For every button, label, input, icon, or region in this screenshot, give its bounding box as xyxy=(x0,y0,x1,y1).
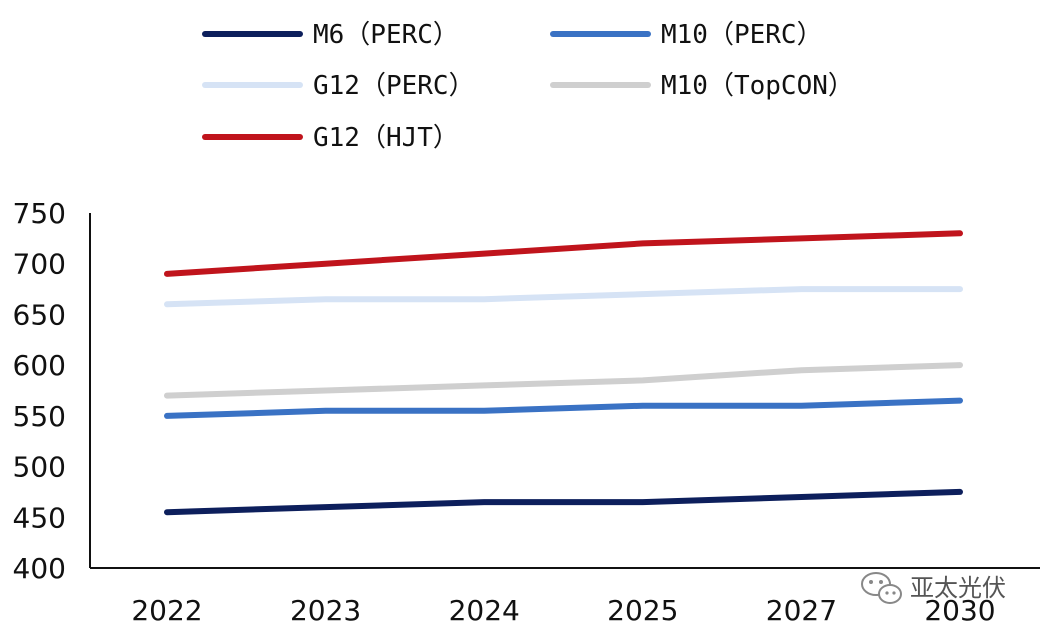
legend-label: M10（PERC） xyxy=(661,20,823,50)
x-tick-label: 2027 xyxy=(766,594,837,627)
data-point xyxy=(166,273,168,275)
data-point xyxy=(642,242,644,244)
data-point xyxy=(959,400,961,402)
y-tick-label: 700 xyxy=(13,248,66,281)
y-tick-label: 500 xyxy=(13,451,66,484)
legend-label: G12（HJT） xyxy=(313,123,459,153)
series-line-4 xyxy=(164,362,963,399)
data-point xyxy=(642,379,644,381)
data-point xyxy=(483,384,485,386)
data-point xyxy=(800,288,802,290)
y-tick-label: 600 xyxy=(13,349,66,382)
data-point xyxy=(325,506,327,508)
data-point xyxy=(800,369,802,371)
watermark: 亚太光伏 xyxy=(861,572,1006,604)
legend-entry: M10（PERC） xyxy=(550,20,823,50)
x-tick-label: 2023 xyxy=(290,594,361,627)
data-point xyxy=(325,263,327,265)
watermark-text: 亚太光伏 xyxy=(910,574,1006,602)
data-point xyxy=(483,298,485,300)
x-tick-label: 2030 xyxy=(924,594,995,627)
y-tick-label: 550 xyxy=(13,400,66,433)
legend: M6（PERC） M10（PERC） G12（PERC） M10（TopCON） G12… xyxy=(202,20,854,153)
data-point xyxy=(642,405,644,407)
data-point xyxy=(959,364,961,366)
x-tick-label: 2022 xyxy=(131,594,202,627)
x-tick-label: 2025 xyxy=(607,594,678,627)
x-tick-label: 2024 xyxy=(449,594,520,627)
data-point xyxy=(959,232,961,234)
legend-entry: M10（TopCON） xyxy=(550,71,854,101)
data-point xyxy=(483,410,485,412)
series-line-1 xyxy=(164,488,963,516)
data-point xyxy=(483,501,485,503)
wechat-icon xyxy=(861,572,902,604)
data-point xyxy=(959,288,961,290)
y-tick-label: 450 xyxy=(13,501,66,534)
data-point xyxy=(166,415,168,417)
legend-entry: G12（PERC） xyxy=(202,71,475,101)
data-point xyxy=(800,405,802,407)
data-point xyxy=(642,501,644,503)
y-tick-label: 650 xyxy=(13,298,66,331)
y-axis: 400 450 500 550 600 650 700 750 xyxy=(13,197,91,585)
legend-entry: G12（HJT） xyxy=(202,123,459,153)
y-tick-label: 750 xyxy=(13,197,66,230)
data-point xyxy=(325,298,327,300)
series-line-5 xyxy=(164,230,963,277)
data-point xyxy=(800,237,802,239)
data-point xyxy=(642,293,644,295)
series-lines xyxy=(164,230,963,516)
y-tick-label: 400 xyxy=(13,552,66,585)
data-point xyxy=(959,491,961,493)
legend-label: M10（TopCON） xyxy=(661,71,854,101)
legend-label: G12（PERC） xyxy=(313,71,475,101)
data-point xyxy=(325,390,327,391)
data-point xyxy=(325,410,327,412)
data-point xyxy=(483,253,485,255)
data-point xyxy=(800,496,802,498)
legend-label: M6（PERC） xyxy=(313,20,459,50)
series-line-2 xyxy=(164,397,963,419)
data-point xyxy=(166,395,168,397)
legend-entry: M6（PERC） xyxy=(202,20,459,50)
series-line-3 xyxy=(164,286,963,308)
data-point xyxy=(166,303,168,305)
data-point xyxy=(166,511,168,513)
x-axis: 2022 2023 2024 2025 2027 2030 xyxy=(90,567,1040,627)
